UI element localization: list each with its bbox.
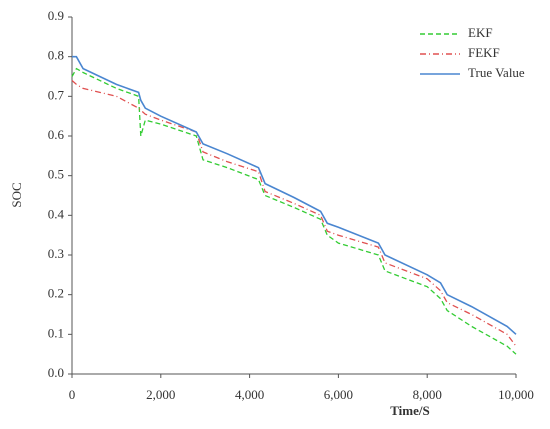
x-tick-label: 10,000 xyxy=(498,387,534,402)
x-tick-label: 6,000 xyxy=(324,387,353,402)
x-tick-label: 4,000 xyxy=(235,387,264,402)
y-tick-label: 0.0 xyxy=(48,365,64,380)
y-tick-label: 0.6 xyxy=(48,127,65,142)
y-tick-label: 0.4 xyxy=(48,206,65,221)
x-axis-label: Time/S xyxy=(390,403,430,418)
legend-label: FEKF xyxy=(468,45,500,60)
y-tick-label: 0.3 xyxy=(48,246,64,261)
series-line xyxy=(72,55,517,335)
y-tick-label: 0.1 xyxy=(48,325,64,340)
x-tick-label: 8,000 xyxy=(413,387,442,402)
y-tick-label: 0.8 xyxy=(48,48,64,63)
legend-label: EKF xyxy=(468,25,493,40)
legend-label: True Value xyxy=(468,65,525,80)
x-tick-label: 2,000 xyxy=(146,387,175,402)
y-tick-label: 0.7 xyxy=(48,87,65,102)
y-tick-label: 0.5 xyxy=(48,167,64,182)
y-tick-label: 0.9 xyxy=(48,8,64,23)
series-line xyxy=(71,67,517,355)
series-line xyxy=(71,80,517,347)
x-tick-label: 0 xyxy=(69,387,76,402)
y-tick-label: 0.2 xyxy=(48,286,64,301)
y-axis-label: SOC xyxy=(9,182,24,207)
